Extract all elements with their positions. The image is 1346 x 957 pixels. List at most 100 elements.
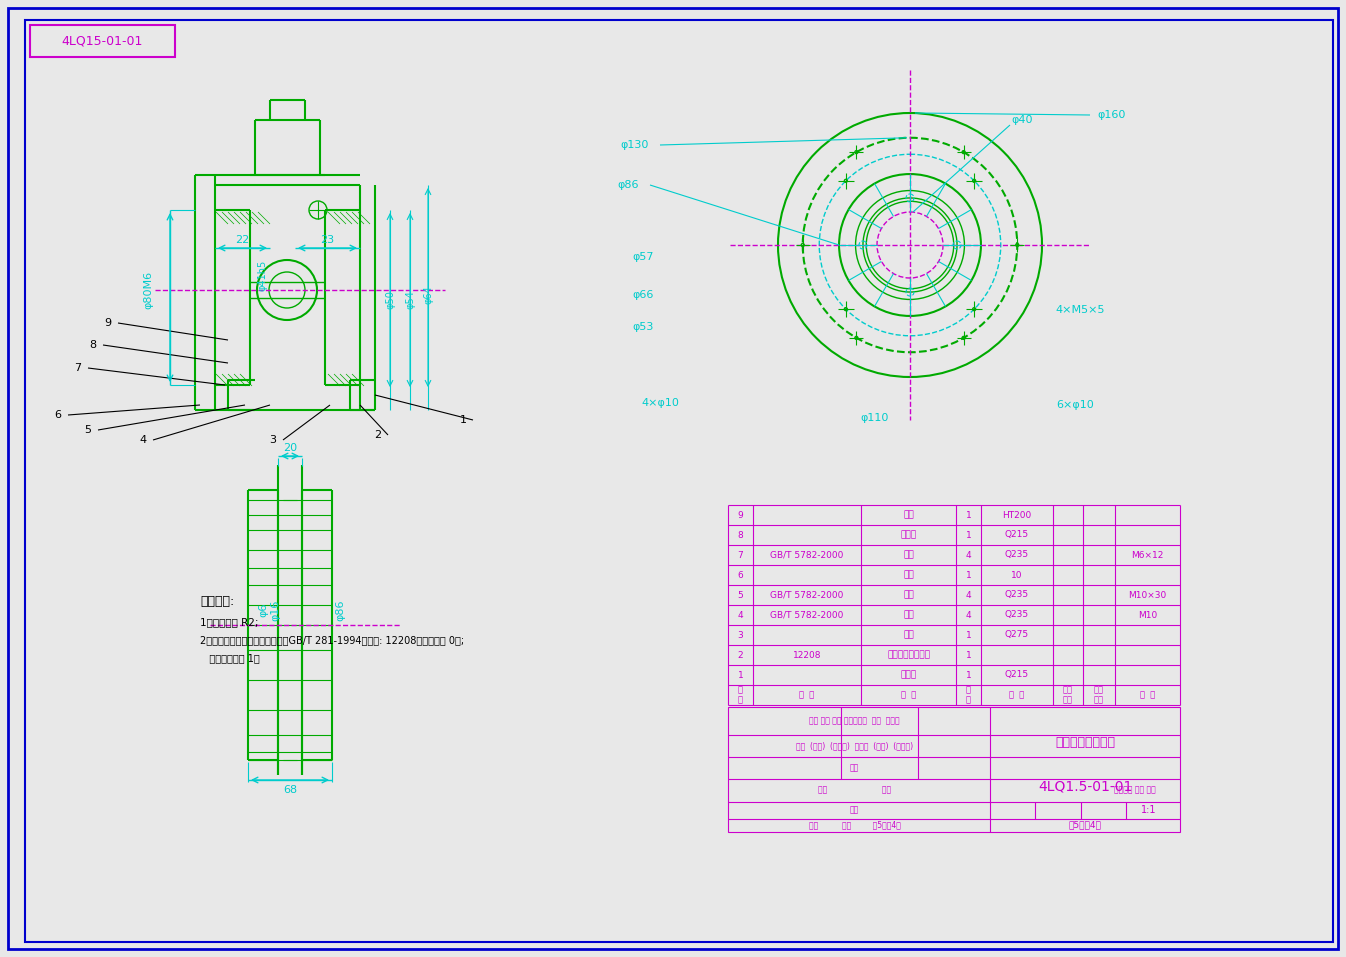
Text: 4: 4 [965,550,972,560]
Text: GB/T 5782-2000: GB/T 5782-2000 [770,550,844,560]
Text: 1:1: 1:1 [1140,805,1156,815]
Text: 压板: 压板 [903,570,914,580]
Text: φ86: φ86 [618,180,639,190]
Text: Q235: Q235 [1005,550,1030,560]
Text: φ130: φ130 [621,140,649,150]
Text: φ16: φ16 [271,599,280,621]
Text: 1: 1 [738,671,743,679]
Text: 5: 5 [85,425,92,435]
Text: 4×M5×5: 4×M5×5 [1055,305,1105,315]
Text: φ64: φ64 [423,285,433,304]
Text: 2、轴承内圈与滚心球轴承，参考GB/T 281-1994，代号: 12208，公差等级 0级;: 2、轴承内圈与滚心球轴承，参考GB/T 281-1994，代号: 12208，公… [201,635,464,645]
Text: M10: M10 [1137,611,1158,619]
Text: φ57: φ57 [633,252,654,262]
Text: 备  注: 备 注 [1140,691,1155,700]
Text: 4LQ15-01-01: 4LQ15-01-01 [62,34,143,48]
Text: 崖盖: 崖盖 [903,510,914,520]
Text: 8: 8 [89,340,97,350]
Text: 6: 6 [738,570,743,580]
Text: 9: 9 [105,318,112,328]
Text: 材  料: 材 料 [1010,691,1024,700]
Text: Q275: Q275 [1005,631,1030,639]
Text: 单位: 单位 [849,806,859,814]
Text: 6: 6 [54,410,62,420]
Text: 2: 2 [374,430,381,440]
Text: GB/T 5782-2000: GB/T 5782-2000 [770,590,844,599]
Text: 轴承地度精度 1。: 轴承地度精度 1。 [201,653,260,663]
Text: Q235: Q235 [1005,590,1030,599]
Text: 4LQ1.5-01-01: 4LQ1.5-01-01 [1038,780,1132,794]
Text: 代  号: 代 号 [800,691,814,700]
Text: M6×12: M6×12 [1131,550,1164,560]
Text: 审核: 审核 [849,764,859,772]
Text: 工艺                       批准: 工艺 批准 [818,786,891,794]
Text: 1: 1 [965,631,972,639]
Text: 数
量: 数 量 [966,685,970,704]
Text: 联导: 联导 [903,611,914,619]
Text: φ53: φ53 [633,322,654,332]
Text: 23: 23 [320,235,334,245]
Text: 22: 22 [234,235,249,245]
Text: φ41h5: φ41h5 [257,259,267,291]
Text: 5: 5 [738,590,743,599]
Text: 1: 1 [965,530,972,540]
Text: 序
号: 序 号 [738,685,743,704]
Text: 4: 4 [140,435,147,445]
Text: 阶段标记 重量 比例: 阶段标记 重量 比例 [1114,786,1156,794]
Text: φ80M6: φ80M6 [143,271,153,309]
Text: 单件
重量: 单件 重量 [1063,685,1073,704]
Text: M10×30: M10×30 [1128,590,1167,599]
Text: φ6: φ6 [258,603,268,617]
Text: 3: 3 [738,631,743,639]
Text: Q235: Q235 [1005,611,1030,619]
Text: 密封圈: 密封圈 [900,530,917,540]
Text: 1: 1 [965,570,972,580]
Text: 联果: 联果 [903,590,914,599]
Text: 4: 4 [965,590,972,599]
Text: 密封圈: 密封圈 [900,671,917,679]
Text: 圆柱孔滞心球轴承: 圆柱孔滞心球轴承 [887,651,930,659]
Text: 1、未注圆角 R2;: 1、未注圆角 R2; [201,617,258,627]
Text: HT200: HT200 [1003,510,1031,520]
Text: 标记 处数 分区 更改文件号  签名  年月日: 标记 处数 分区 更改文件号 签名 年月日 [809,717,900,725]
Text: φ50: φ50 [385,291,394,309]
Text: 工艺          批准         共5张第4张: 工艺 批准 共5张第4张 [809,820,900,830]
Text: 10: 10 [1011,570,1023,580]
Text: 设计  (签名)  (年月日)  标准化  (签名)  (年月日): 设计 (签名) (年月日) 标准化 (签名) (年月日) [795,742,913,750]
Text: 12208: 12208 [793,651,821,659]
Text: 联钉: 联钉 [903,550,914,560]
Text: 9: 9 [738,510,743,520]
Text: 6×φ10: 6×φ10 [1057,400,1094,410]
Text: Q215: Q215 [1005,671,1030,679]
Text: φ66: φ66 [633,290,654,300]
Text: 2: 2 [738,651,743,659]
Bar [728,707,1180,832]
Text: 4: 4 [965,611,972,619]
Text: φ160: φ160 [1098,110,1127,120]
Text: 1: 1 [965,510,972,520]
Text: GB/T 5782-2000: GB/T 5782-2000 [770,611,844,619]
Text: 20: 20 [283,443,297,453]
Text: φ54: φ54 [405,291,415,309]
Text: Q215: Q215 [1005,530,1030,540]
Text: 圆柱孔滚心球轴承: 圆柱孔滚心球轴承 [1055,736,1114,748]
Text: 名  称: 名 称 [900,691,917,700]
Text: 总计
重量: 总计 重量 [1094,685,1104,704]
Text: 4×φ10: 4×φ10 [641,398,678,408]
Text: φ110: φ110 [861,413,890,423]
Bar [30,25,175,57]
Text: 4: 4 [738,611,743,619]
Text: 68: 68 [283,785,297,795]
Text: 技术要求:: 技术要求: [201,595,234,608]
Text: 1: 1 [965,651,972,659]
Text: 7: 7 [738,550,743,560]
Text: 共5张第4张: 共5张第4张 [1069,820,1101,830]
Text: 7: 7 [74,363,82,373]
Text: φ40: φ40 [1011,115,1032,125]
Text: φ86: φ86 [335,599,345,621]
Text: 3: 3 [269,435,276,445]
Text: 1: 1 [965,671,972,679]
Text: 外壳: 外壳 [903,631,914,639]
Text: 1: 1 [459,415,467,425]
Text: 8: 8 [738,530,743,540]
